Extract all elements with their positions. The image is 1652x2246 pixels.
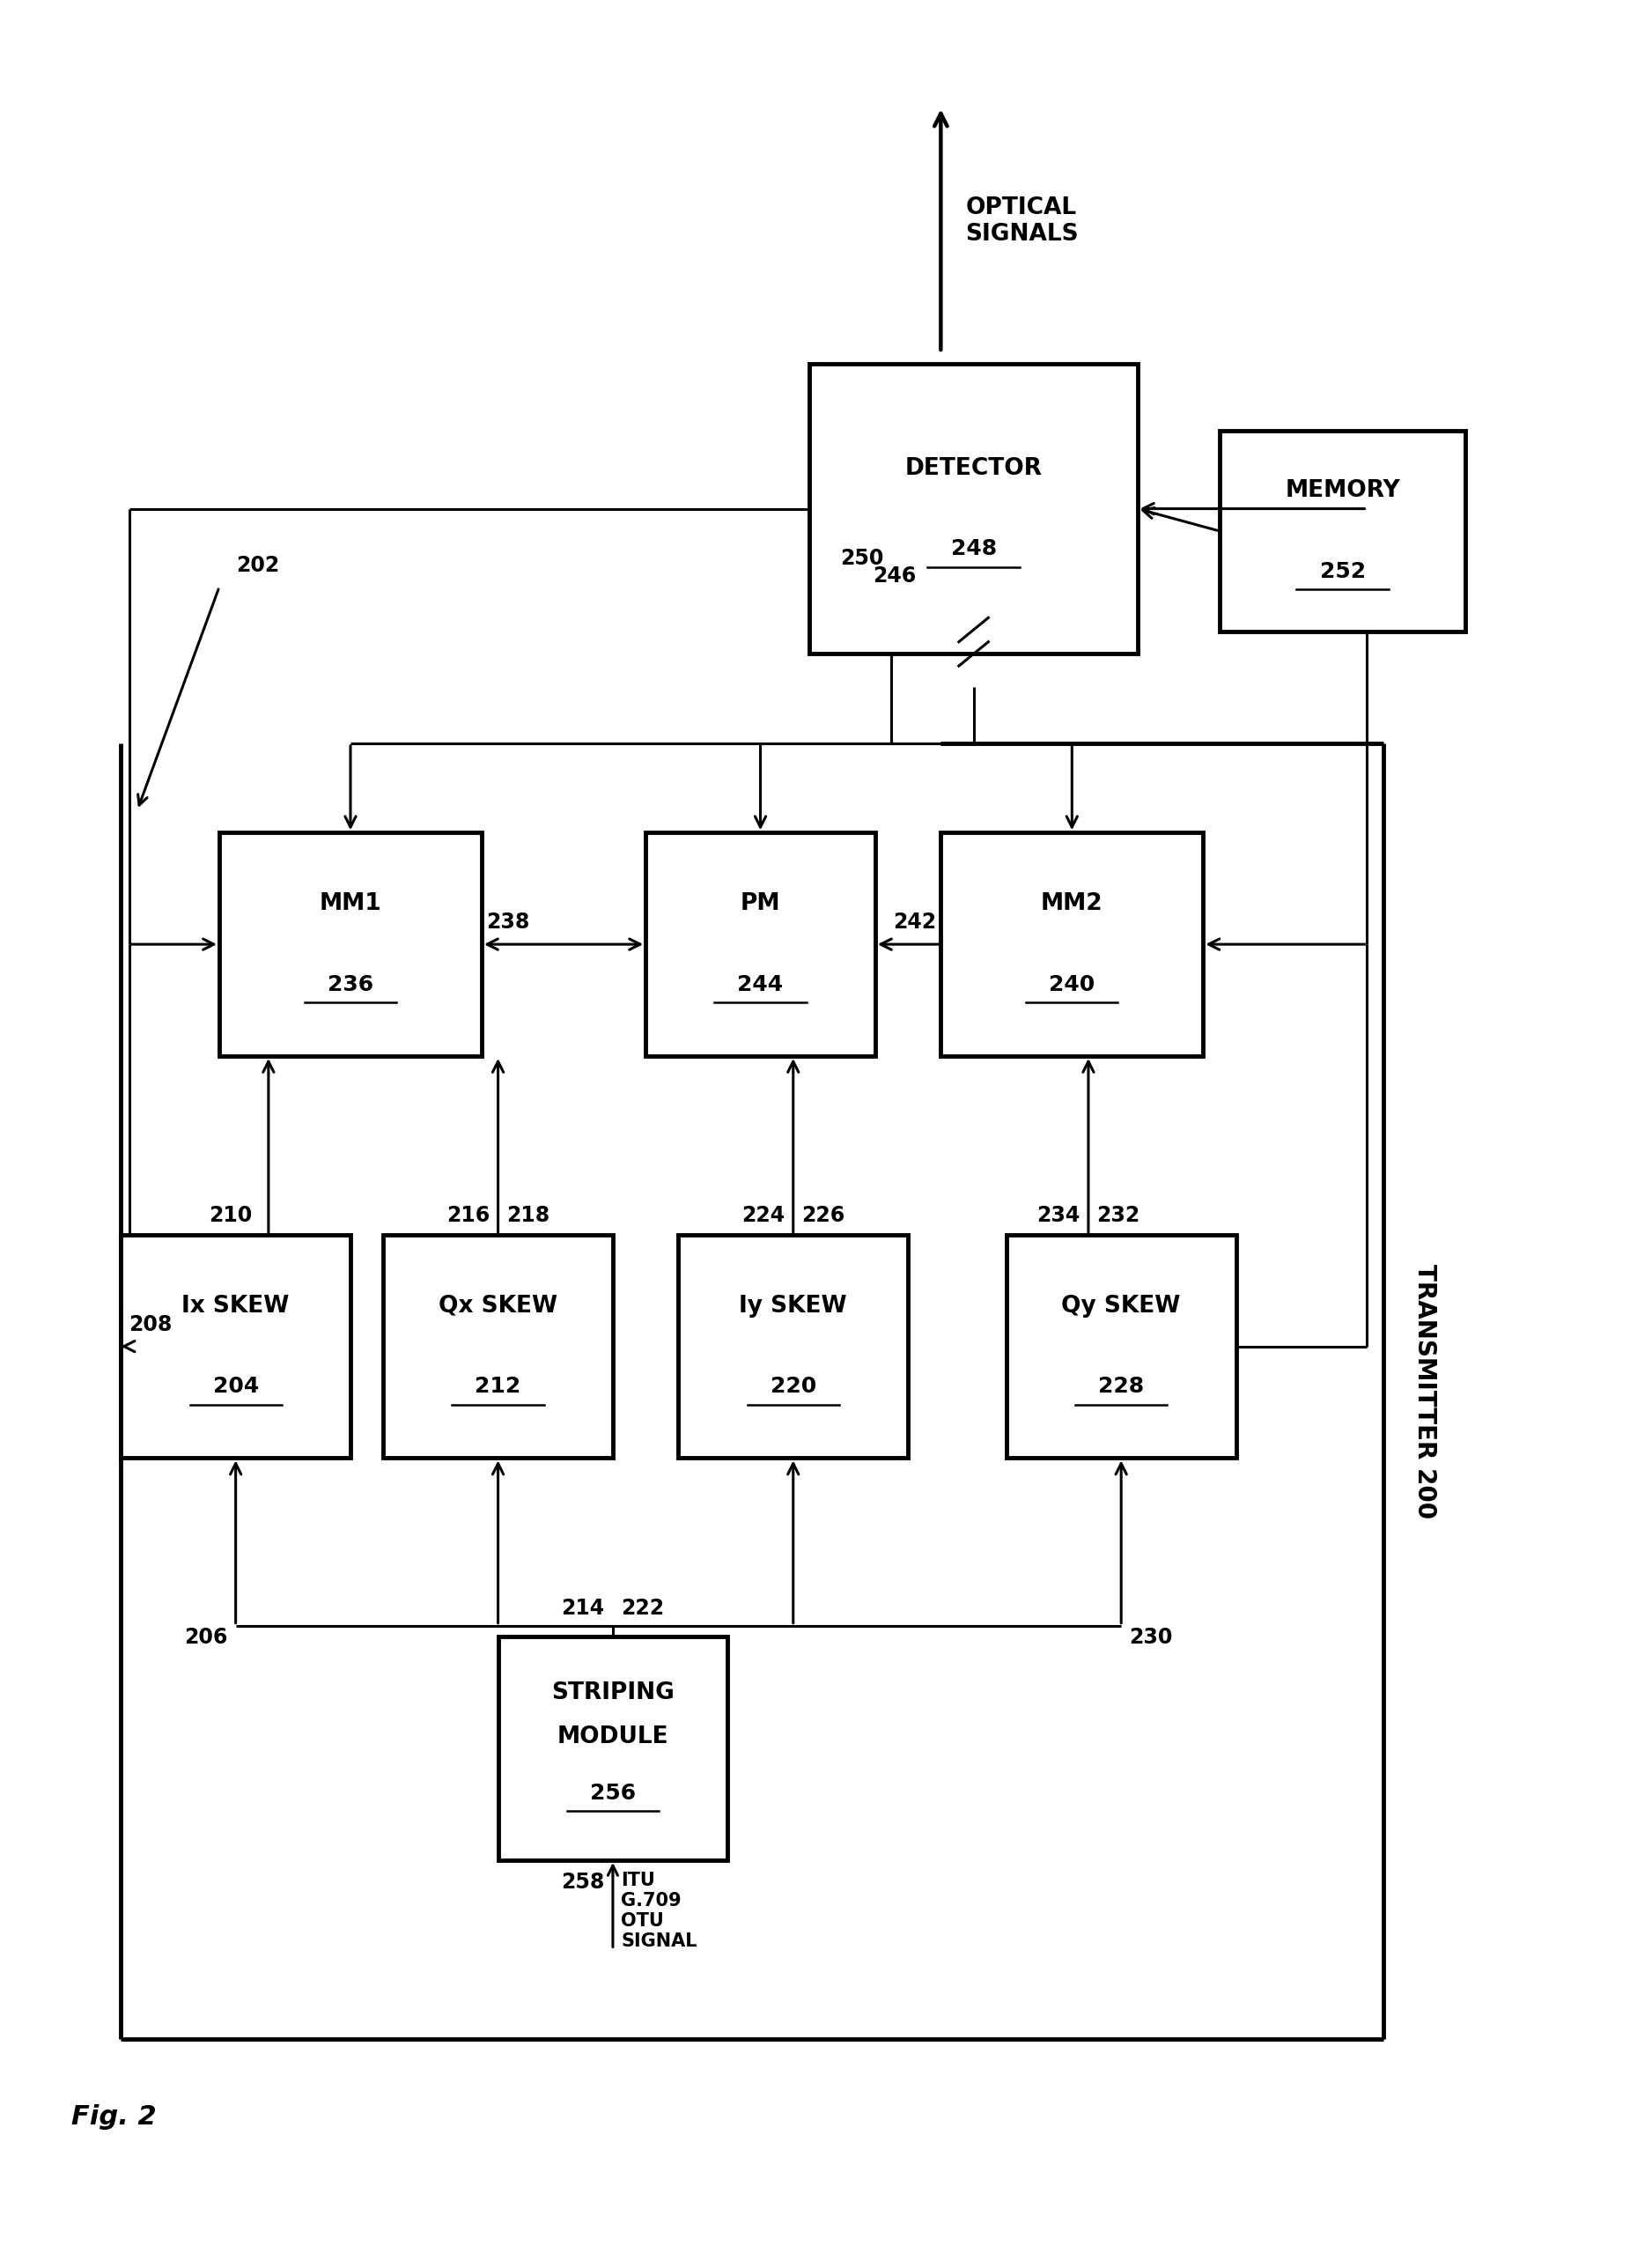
Text: PM: PM [740,892,780,916]
Text: 248: 248 [950,539,996,559]
Text: TRANSMITTER 200: TRANSMITTER 200 [1412,1264,1437,1518]
Text: 204: 204 [213,1377,259,1397]
Bar [646,833,876,1056]
Text: 242: 242 [892,912,937,932]
Text: 218: 218 [506,1204,550,1226]
Bar [940,833,1203,1056]
Text: MM2: MM2 [1041,892,1104,916]
Text: 256: 256 [590,1783,636,1804]
Bar [121,1235,350,1458]
Text: 226: 226 [801,1204,844,1226]
Text: 216: 216 [446,1204,491,1226]
Text: 220: 220 [770,1377,816,1397]
Text: Ix SKEW: Ix SKEW [182,1294,289,1318]
Text: 208: 208 [129,1314,172,1334]
Text: Iy SKEW: Iy SKEW [738,1294,847,1318]
Text: 224: 224 [742,1204,785,1226]
Text: 212: 212 [476,1377,520,1397]
Text: Qx SKEW: Qx SKEW [438,1294,557,1318]
Text: 222: 222 [621,1597,664,1619]
Text: 244: 244 [737,975,783,995]
Text: 232: 232 [1097,1204,1140,1226]
Text: ITU
G.709
OTU
SIGNAL: ITU G.709 OTU SIGNAL [621,1871,697,1950]
Text: 258: 258 [562,1871,605,1893]
Text: Fig. 2: Fig. 2 [71,2105,157,2129]
Text: Qy SKEW: Qy SKEW [1062,1294,1181,1318]
Text: 234: 234 [1037,1204,1080,1226]
Text: 214: 214 [562,1597,605,1619]
Text: 228: 228 [1099,1377,1145,1397]
Text: DETECTOR: DETECTOR [905,456,1042,481]
Text: MM1: MM1 [319,892,382,916]
Text: OPTICAL
SIGNALS: OPTICAL SIGNALS [965,195,1079,245]
Text: 250: 250 [839,548,884,568]
Bar [383,1235,613,1458]
Bar [1219,431,1465,631]
Bar [1006,1235,1236,1458]
Text: MODULE: MODULE [557,1725,669,1750]
Text: 210: 210 [208,1204,253,1226]
Bar [679,1235,909,1458]
Text: 202: 202 [236,555,279,575]
Text: 230: 230 [1130,1626,1173,1649]
Text: 238: 238 [487,912,530,932]
Text: 252: 252 [1320,562,1366,582]
Text: STRIPING: STRIPING [552,1682,674,1705]
Text: 206: 206 [183,1626,228,1649]
Text: 240: 240 [1049,975,1095,995]
Bar [220,833,482,1056]
Text: 246: 246 [872,566,917,586]
Text: MEMORY: MEMORY [1285,478,1401,503]
Text: 236: 236 [327,975,373,995]
Bar [809,364,1138,654]
Bar [497,1637,727,1860]
